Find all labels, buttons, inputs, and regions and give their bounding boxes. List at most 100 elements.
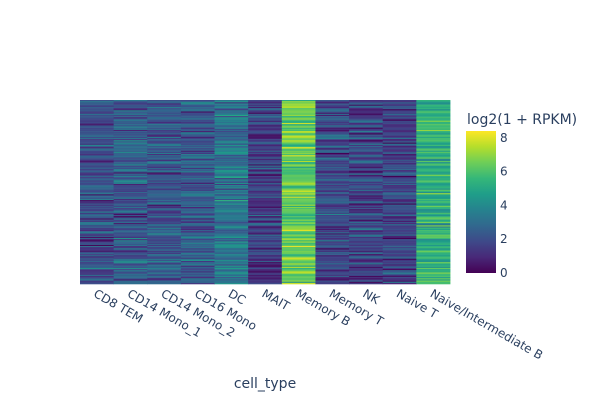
- heatmap-cell: [113, 239, 148, 241]
- heatmap-cell: [248, 146, 283, 148]
- heatmap-cell: [315, 116, 350, 118]
- heatmap-cell: [315, 156, 350, 158]
- heatmap-cell: [80, 251, 115, 254]
- heatmap-cell: [80, 198, 115, 201]
- heatmap-cell: [315, 202, 350, 204]
- heatmap-cell: [349, 274, 384, 277]
- heatmap-cell: [113, 131, 148, 133]
- heatmap-cell: [248, 170, 283, 172]
- heatmap-cell: [416, 108, 451, 110]
- heatmap-cell: [349, 142, 384, 144]
- heatmap-cell: [180, 274, 215, 277]
- heatmap-cell: [281, 273, 316, 276]
- heatmap-cell: [214, 105, 249, 108]
- heatmap-cell: [416, 223, 451, 225]
- heatmap-cell: [382, 128, 417, 131]
- heatmap-cell: [248, 179, 283, 181]
- heatmap-cell: [113, 197, 148, 200]
- heatmap-cell: [349, 118, 384, 120]
- heatmap-cell: [113, 244, 148, 247]
- heatmap-cell: [382, 264, 417, 266]
- heatmap-cell: [147, 261, 182, 263]
- heatmap-cell: [349, 134, 384, 136]
- heatmap-cell: [248, 270, 283, 272]
- heatmap-cell: [113, 266, 148, 269]
- heatmap-cell: [180, 212, 215, 215]
- heatmap-cell: [281, 192, 316, 194]
- heatmap-cell: [281, 164, 316, 166]
- heatmap-cell: [147, 271, 182, 273]
- heatmap-cell: [281, 123, 316, 125]
- heatmap-cell: [281, 113, 316, 116]
- heatmap-cell: [315, 240, 350, 242]
- heatmap-cell: [349, 215, 384, 217]
- heatmap-cell: [248, 126, 283, 128]
- heatmap-cell: [382, 202, 417, 204]
- heatmap-cell: [248, 264, 283, 266]
- heatmap-cell: [80, 132, 115, 134]
- heatmap-cell: [349, 254, 384, 256]
- heatmap-cell: [349, 236, 384, 239]
- heatmap-cell: [349, 175, 384, 178]
- heatmap-cell: [180, 131, 215, 133]
- heatmap-cell: [248, 128, 283, 131]
- heatmap-cell: [281, 129, 316, 132]
- heatmap-cell: [315, 155, 350, 157]
- heatmap-cell: [147, 111, 182, 113]
- heatmap-cell: [315, 169, 350, 171]
- heatmap-cell: [113, 175, 148, 178]
- heatmap-cell: [382, 273, 417, 276]
- heatmap-cell: [382, 109, 417, 111]
- heatmap-cell: [214, 172, 249, 174]
- heatmap-cell: [80, 134, 115, 136]
- heatmap-cell: [248, 114, 283, 117]
- heatmap-cell: [214, 186, 249, 188]
- heatmap-cell: [416, 241, 451, 243]
- heatmap-cell: [315, 136, 350, 139]
- heatmap-cell: [281, 239, 316, 241]
- heatmap-cell: [315, 236, 350, 239]
- heatmap-cell: [113, 224, 148, 226]
- heatmap-cell: [315, 231, 350, 233]
- heatmap-cell: [113, 281, 148, 284]
- heatmap-cell: [248, 277, 283, 279]
- heatmap-cell: [248, 106, 283, 109]
- heatmap-cell: [248, 243, 283, 246]
- heatmap-cell: [315, 205, 350, 208]
- heatmap-cell: [113, 186, 148, 188]
- heatmap-cell: [113, 183, 148, 186]
- heatmap-cell: [248, 100, 283, 102]
- heatmap-cell: [416, 140, 451, 142]
- heatmap-cell: [315, 150, 350, 153]
- heatmap-cell: [382, 139, 417, 141]
- heatmap-cell: [80, 133, 115, 135]
- heatmap-cell: [147, 248, 182, 250]
- heatmap-cell: [281, 225, 316, 227]
- heatmap-cell: [382, 263, 417, 265]
- heatmap-cell: [416, 221, 451, 224]
- heatmap-cell: [416, 129, 451, 132]
- heatmap-cell: [180, 132, 215, 134]
- heatmap-cell: [349, 226, 384, 228]
- heatmap-cell: [214, 234, 249, 236]
- heatmap-cell: [248, 211, 283, 213]
- heatmap-cell: [180, 219, 215, 222]
- heatmap-cell: [315, 172, 350, 174]
- heatmap-cell: [214, 249, 249, 251]
- heatmap-cell: [214, 209, 249, 211]
- heatmap-cell: [248, 118, 283, 120]
- heatmap-cell: [248, 171, 283, 173]
- heatmap-cell: [281, 246, 316, 248]
- heatmap-cell: [349, 179, 384, 181]
- heatmap-cell: [113, 251, 148, 254]
- heatmap-cell: [416, 216, 451, 218]
- heatmap-cell: [315, 109, 350, 111]
- heatmap-cell: [315, 123, 350, 125]
- heatmap-cell: [349, 265, 384, 268]
- heatmap-cell: [281, 201, 316, 203]
- heatmap-cell: [147, 208, 182, 210]
- heatmap-cell: [248, 265, 283, 268]
- heatmap-cell: [349, 278, 384, 280]
- heatmap-cell: [382, 111, 417, 113]
- heatmap-cell: [281, 165, 316, 167]
